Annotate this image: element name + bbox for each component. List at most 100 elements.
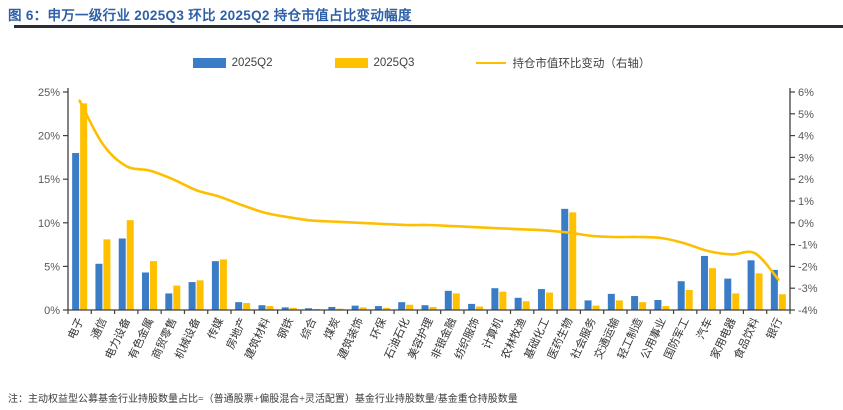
left-axis-tick-label: 25% — [38, 87, 60, 99]
right-axis-tick-label: 6% — [798, 87, 814, 99]
x-category-label: 传媒 — [205, 316, 226, 341]
bar-2025q3 — [499, 291, 507, 310]
x-category-label: 钢铁 — [275, 316, 296, 341]
bar-2025q3 — [476, 306, 484, 310]
x-category-label: 银行 — [763, 315, 785, 341]
bar-2025q2 — [607, 293, 615, 310]
bar-2025q3 — [639, 302, 647, 310]
x-category-label: 计算机 — [479, 315, 506, 351]
left-axis-tick-label: 5% — [44, 261, 60, 273]
bar-2025q3 — [592, 305, 600, 310]
bar-2025q2 — [328, 306, 336, 310]
bar-2025q2 — [677, 281, 685, 310]
bar-2025q3 — [196, 280, 204, 310]
bar-2025q2 — [421, 305, 429, 310]
right-axis-tick-label: -2% — [798, 261, 818, 273]
legend-line-swatch — [476, 62, 507, 64]
bar-2025q3 — [126, 220, 134, 310]
bar-2025q2 — [281, 307, 289, 310]
bar-2025q3 — [429, 306, 437, 310]
bar-2025q2 — [770, 269, 778, 310]
bar-2025q2 — [258, 305, 266, 310]
right-axis-tick-label: 1% — [798, 196, 814, 208]
figure-title: 图 6：申万一级行业 2025Q3 环比 2025Q2 持仓市值占比变动幅度 — [8, 8, 412, 23]
bar-2025q3 — [685, 289, 693, 310]
bar-2025q3 — [778, 294, 786, 310]
bar-2025q2 — [95, 263, 103, 310]
bar-2025q3 — [522, 301, 530, 310]
legend-item-2025q2: 2025Q2 — [192, 57, 273, 69]
bar-2025q2 — [584, 300, 592, 310]
left-axis-tick-label: 15% — [38, 174, 60, 186]
bar-2025q3 — [406, 304, 414, 310]
x-category-label: 电子 — [65, 316, 86, 341]
bar-2025q2 — [398, 302, 406, 310]
bar-2025q3 — [243, 303, 251, 310]
bar-2025q2 — [351, 305, 359, 310]
bar-2025q3 — [219, 259, 227, 310]
bar-2025q3 — [755, 273, 763, 310]
bar-2025q2 — [654, 299, 662, 310]
legend-label: 2025Q2 — [231, 57, 273, 69]
legend-item-change-line: 持仓市值环比变动（右轴） — [476, 55, 650, 71]
right-axis-tick-label: 3% — [798, 152, 814, 164]
left-axis-tick-label: 20% — [38, 131, 60, 143]
legend-item-2025q3: 2025Q3 — [334, 57, 415, 69]
x-category-label: 煤炭 — [321, 316, 342, 341]
x-category-label: 综合 — [297, 315, 319, 341]
bar-2025q3 — [615, 300, 623, 310]
bar-2025q2 — [537, 289, 545, 310]
bar-2025q2 — [561, 208, 569, 310]
figure-footnote: 注：主动权益型公募基金行业持股数量占比=（普通股票+偏股混合+灵活配置）基金行业… — [8, 394, 518, 405]
bar-2025q2 — [188, 282, 196, 310]
bar-2025q3 — [569, 212, 577, 310]
right-axis-tick-label: 2% — [798, 174, 814, 186]
title-rule — [14, 25, 843, 28]
bar-2025q2 — [211, 261, 219, 310]
chart-legend: 2025Q2 2025Q3 持仓市值环比变动（右轴） — [0, 55, 843, 71]
x-category-label: 环保 — [367, 315, 389, 341]
bar-2025q2 — [724, 278, 732, 310]
x-category-label: 通信 — [89, 316, 110, 341]
right-axis-tick-label: -3% — [798, 283, 818, 295]
bar-2025q3 — [289, 307, 297, 310]
bar-2025q3 — [103, 239, 111, 310]
bar-2025q3 — [336, 308, 344, 310]
bar-2025q2 — [374, 306, 382, 310]
bar-2025q2 — [165, 293, 173, 310]
right-axis-tick-label: 4% — [798, 131, 814, 143]
bar-2025q2 — [142, 272, 150, 310]
right-axis-tick-label: 0% — [798, 218, 814, 230]
bar-2025q2 — [72, 153, 80, 310]
bar-2025q3 — [150, 261, 158, 310]
bar-2025q2 — [468, 303, 476, 310]
bar-2025q3 — [382, 307, 390, 310]
bar-2025q3 — [732, 293, 740, 310]
bar-2025q2 — [747, 260, 755, 310]
legend-label: 2025Q3 — [373, 57, 415, 69]
bar-2025q2 — [700, 255, 708, 310]
change-line — [78, 99, 780, 281]
right-axis-tick-label: 5% — [798, 109, 814, 121]
bar-2025q2 — [305, 308, 313, 310]
bar-2025q3 — [545, 292, 553, 310]
legend-swatch-q2-blue — [192, 58, 226, 68]
bar-2025q3 — [708, 268, 716, 310]
bar-2025q2 — [235, 302, 243, 310]
left-axis-tick-label: 10% — [38, 218, 60, 230]
legend-label: 持仓市值环比变动（右轴） — [512, 58, 651, 70]
bar-2025q3 — [80, 103, 88, 310]
bar-2025q3 — [266, 306, 274, 310]
left-axis-tick-label: 0% — [44, 305, 60, 317]
bar-2025q2 — [491, 288, 499, 310]
bar-2025q2 — [631, 296, 639, 310]
bar-2025q2 — [514, 297, 522, 310]
bar-2025q3 — [662, 306, 670, 310]
right-axis-tick-label: -4% — [798, 305, 818, 317]
legend-swatch-q3-yellow — [334, 58, 368, 68]
bar-2025q3 — [359, 307, 367, 310]
x-category-label: 汽车 — [693, 315, 715, 341]
bar-2025q2 — [118, 238, 126, 310]
